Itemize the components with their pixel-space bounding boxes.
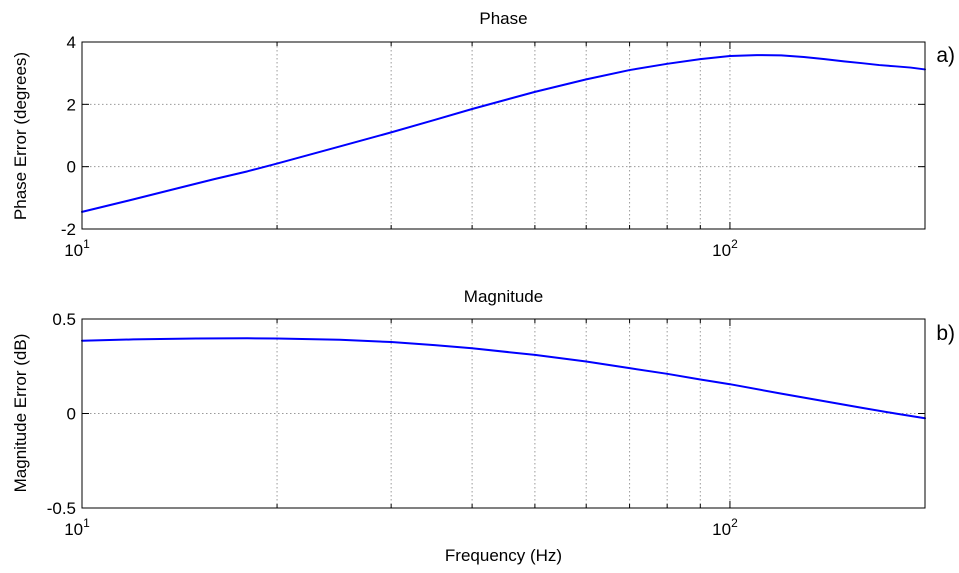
panel-label: a)	[936, 44, 955, 67]
x-tick-label: 101	[64, 237, 90, 260]
axes-frame	[81, 41, 926, 230]
series-line-1	[81, 54, 926, 213]
y-tick-label: -0.5	[47, 499, 76, 518]
grid	[82, 42, 925, 229]
y-tick-label: -2	[61, 220, 76, 239]
x-tick-label: 102	[712, 237, 738, 260]
chart-title: Magnitude	[464, 287, 543, 306]
y-tick-label: 4	[67, 33, 76, 52]
series-line-1	[81, 337, 926, 420]
y-tick-label: 2	[67, 95, 76, 114]
chart-title: Phase	[479, 9, 527, 28]
x-axis-label: Frequency (Hz)	[445, 546, 562, 565]
grid	[82, 319, 925, 508]
y-tick-label: 0	[67, 158, 76, 177]
y-axis-label: Phase Error (degrees)	[11, 52, 30, 220]
panel-label: b)	[936, 322, 955, 345]
x-tick-label: 102	[712, 516, 738, 539]
y-tick-label: 0.5	[52, 310, 76, 329]
chart-panel-1: -2 0 2 4 101 102 Phase Phase Error (degrees) a)	[11, 9, 955, 260]
plot-area	[82, 42, 925, 229]
y-tick-label: 0	[67, 405, 76, 424]
x-tick-label: 101	[64, 516, 90, 539]
y-axis-label: Magnitude Error (dB)	[11, 334, 30, 493]
chart-panel-2: -0.5 0 0.5 101 102 Magnitude Magnitude Error (…	[11, 287, 955, 565]
